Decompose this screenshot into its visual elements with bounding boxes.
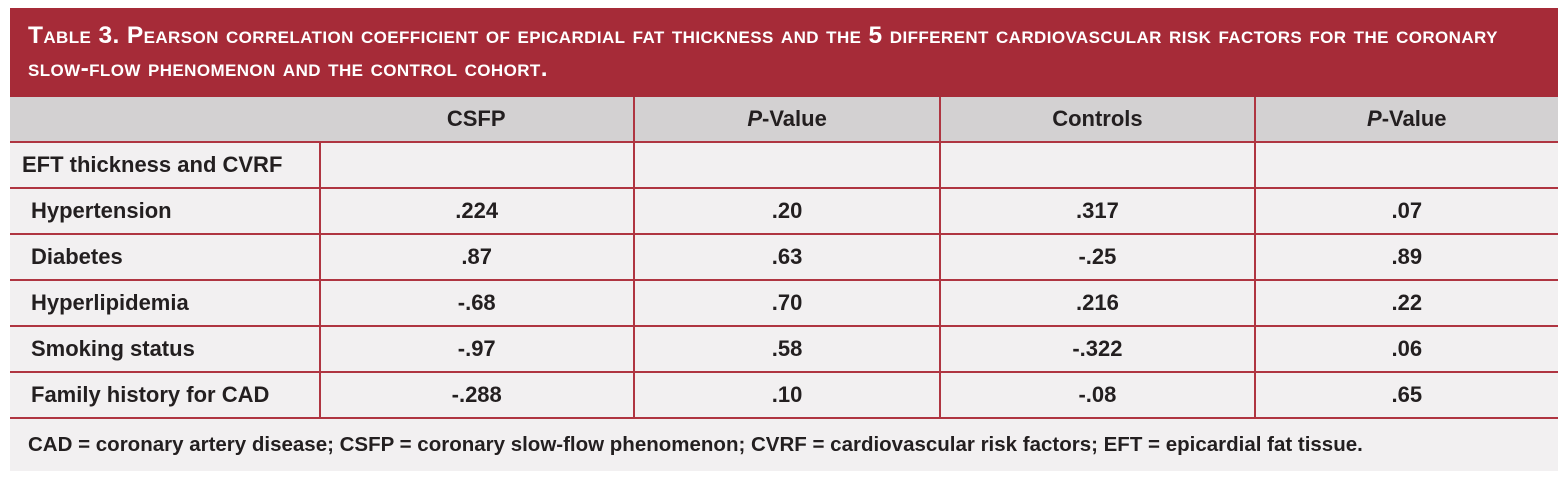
- cell-value: .20: [632, 187, 942, 235]
- cell-value: -.68: [318, 279, 635, 327]
- cell-value: .216: [939, 279, 1256, 327]
- cell-value: .317: [939, 187, 1256, 235]
- row-label: Smoking status: [10, 325, 321, 373]
- correlation-table: CSFP P-Value Controls P-Value EFT thickn…: [10, 97, 1558, 419]
- table-header: CSFP P-Value Controls P-Value: [10, 97, 1558, 143]
- table-footnote-strip: CAD = coronary artery disease; CSFP = co…: [10, 419, 1558, 471]
- cell-value: -.322: [939, 325, 1256, 373]
- cell-value: -.25: [939, 233, 1256, 281]
- row-label: Family history for CAD: [10, 371, 321, 419]
- cell-value: .224: [318, 187, 635, 235]
- pvalue-italic-p: P: [1367, 106, 1382, 131]
- cell-value: .06: [1253, 325, 1558, 373]
- cell-value: .63: [632, 233, 942, 281]
- pvalue-italic-p: P: [747, 106, 763, 131]
- cell-value: .07: [1253, 187, 1558, 235]
- pvalue-rest: -Value: [1381, 106, 1447, 131]
- row-label: Hypertension: [10, 187, 321, 235]
- cell-empty: [1253, 141, 1558, 189]
- row-label: Diabetes: [10, 233, 321, 281]
- cell-value: .22: [1253, 279, 1558, 327]
- cell-value: .70: [632, 279, 942, 327]
- table-footnote: CAD = coronary artery disease; CSFP = co…: [28, 433, 1363, 456]
- table-row-hyperlipidemia: Hyperlipidemia -.68 .70 .216 .22: [10, 279, 1558, 327]
- cell-empty: [939, 141, 1256, 189]
- header-row: CSFP P-Value Controls P-Value: [10, 97, 1558, 143]
- column-header-controls: Controls: [939, 97, 1256, 143]
- column-header-pvalue-csfp: P-Value: [632, 97, 942, 143]
- table-row-hypertension: Hypertension .224 .20 .317 .07: [10, 187, 1558, 235]
- table-body: EFT thickness and CVRF Hypertension .224…: [10, 141, 1558, 419]
- row-label: Hyperlipidemia: [10, 279, 321, 327]
- cell-empty: [632, 141, 942, 189]
- column-header-pvalue-controls: P-Value: [1253, 97, 1558, 143]
- table-title-band: Table 3. Pearson correlation coefficient…: [10, 8, 1558, 97]
- pvalue-rest: -Value: [762, 106, 827, 131]
- row-label: EFT thickness and CVRF: [10, 141, 321, 189]
- table-row-group-eft: EFT thickness and CVRF: [10, 141, 1558, 189]
- cell-value: .58: [632, 325, 942, 373]
- table-figure: Table 3. Pearson correlation coefficient…: [10, 8, 1558, 471]
- table-row-smoking-status: Smoking status -.97 .58 -.322 .06: [10, 325, 1558, 373]
- cell-value: .10: [632, 371, 942, 419]
- cell-value: -.288: [318, 371, 635, 419]
- cell-value: -.08: [939, 371, 1256, 419]
- cell-value: .89: [1253, 233, 1558, 281]
- table-title: Table 3. Pearson correlation coefficient…: [28, 22, 1498, 82]
- cell-value: .87: [318, 233, 635, 281]
- cell-value: -.97: [318, 325, 635, 373]
- column-header-empty: [10, 97, 320, 143]
- table-row-family-history-cad: Family history for CAD -.288 .10 -.08 .6…: [10, 371, 1558, 419]
- column-header-csfp: CSFP: [319, 97, 635, 143]
- cell-empty: [318, 141, 635, 189]
- cell-value: .65: [1253, 371, 1558, 419]
- table-row-diabetes: Diabetes .87 .63 -.25 .89: [10, 233, 1558, 281]
